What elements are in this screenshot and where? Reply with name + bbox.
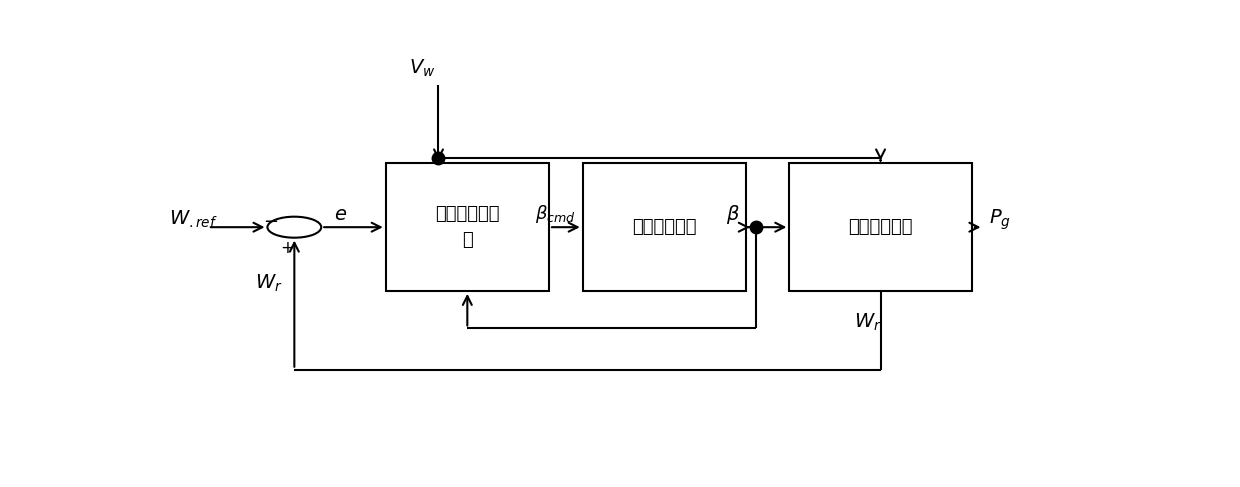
Circle shape bbox=[268, 217, 321, 238]
Text: 液压伺服系统: 液压伺服系统 bbox=[632, 218, 697, 236]
Bar bbox=[789, 164, 972, 291]
Text: $P_g$: $P_g$ bbox=[990, 207, 1011, 232]
Text: +: + bbox=[280, 239, 295, 257]
Text: e: e bbox=[335, 205, 346, 224]
Text: 桨距角控制系
统: 桨距角控制系 统 bbox=[435, 205, 500, 249]
Text: $W_r$: $W_r$ bbox=[854, 312, 882, 334]
Text: $\beta$: $\beta$ bbox=[725, 203, 739, 225]
Text: $W_{.ref}$: $W_{.ref}$ bbox=[170, 209, 218, 230]
Text: −: − bbox=[263, 213, 278, 231]
Text: 风机与发电机: 风机与发电机 bbox=[848, 218, 913, 236]
Bar bbox=[583, 164, 746, 291]
Text: $\beta_{cmd}$: $\beta_{cmd}$ bbox=[536, 203, 577, 225]
Bar bbox=[386, 164, 549, 291]
Text: $V_w$: $V_w$ bbox=[409, 58, 435, 79]
Text: $W_r$: $W_r$ bbox=[254, 273, 283, 294]
